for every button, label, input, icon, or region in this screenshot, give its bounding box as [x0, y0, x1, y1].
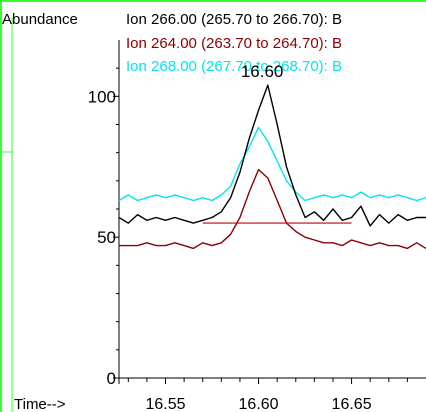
annotations: 16.60 — [202, 62, 352, 224]
axes: 0 50 100 16.55 16.60 16.65 — [88, 40, 426, 412]
x-axis-label: Time--> — [14, 396, 66, 412]
series-line-3 — [118, 126, 426, 202]
x-tick-label: 16.55 — [145, 396, 185, 412]
y-tick-label: 100 — [88, 87, 116, 106]
legend-entry-2: Ion 264.00 (263.70 to 264.70): B — [126, 35, 342, 52]
legend: Ion 266.00 (265.70 to 266.70): B Ion 264.… — [126, 11, 342, 75]
series-line-1 — [118, 84, 426, 227]
y-tick-label: 50 — [97, 228, 116, 247]
peak-label: 16.60 — [241, 62, 284, 81]
series-line-2 — [119, 168, 426, 250]
y-axis-label: Abundance — [2, 11, 78, 28]
x-tick-label: 16.65 — [332, 396, 372, 412]
series-layer — [118, 84, 426, 250]
legend-entry-1: Ion 266.00 (265.70 to 266.70): B — [126, 11, 342, 28]
legend-entry-3: Ion 268.00 (267.70 to 268.70): B — [126, 58, 342, 75]
x-tick-label: 16.60 — [239, 396, 279, 412]
y-tick-label: 0 — [107, 369, 116, 388]
